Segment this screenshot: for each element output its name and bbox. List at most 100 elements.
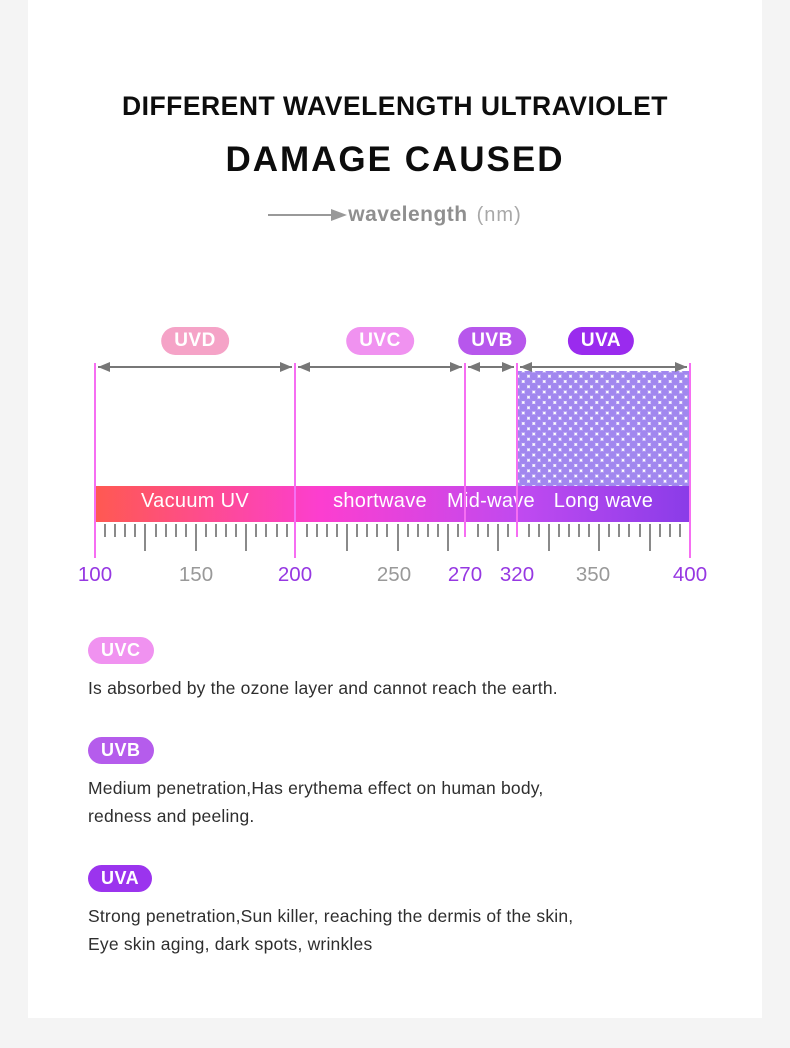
ruler-tick [487,524,490,537]
ruler-tick [366,524,369,537]
right-arrow-icon [268,209,348,221]
ruler-tick [608,524,611,537]
bar-label-shortwave: shortwave [333,490,427,512]
boundary-line-400 [689,363,691,558]
uv-section-badge-row: UVB [88,736,708,774]
ruler-tick [174,524,177,537]
uv-section-text: Medium penetration,Has erythema effect o… [88,777,544,798]
uv-badge-uvc: UVC [346,327,414,355]
scale-label-270: 270 [447,563,483,586]
uv-section-text: Is absorbed by the ozone layer and canno… [88,678,558,698]
range-arrow-200-270 [298,361,462,372]
uv-section-badge-row: UVA [88,864,708,902]
uv-descriptions: UVC Is absorbed by the ozone layer and ca… [88,637,708,993]
ruler-tick [567,524,570,537]
ruler-tick [557,524,560,537]
ruler-tick [477,524,480,537]
range-arrow-100-200 [98,361,292,372]
ruler-tick [255,524,258,537]
ruler-tick [406,524,409,537]
ruler-tick [537,524,540,537]
scale-label-320: 320 [499,563,535,586]
ruler-tick [497,524,500,551]
uv-section-badge-uvc: UVC [88,637,154,664]
wavelength-axis-caption: wavelength (nm) [0,203,790,227]
wavelength-unit: (nm) [476,203,522,226]
ruler-tick [668,524,671,537]
boundary-line-270 [464,363,466,537]
wavelength-label: wavelength [348,203,468,226]
uv-section-badge-uva: UVA [88,864,153,892]
ruler-tick [618,524,621,537]
uv-section-uvc: UVC Is absorbed by the ozone layer and ca… [88,637,708,703]
ruler-tick [245,524,248,551]
uva-dot-pattern [518,371,690,486]
ruler-tick [285,524,288,537]
scale-label-400: 400 [672,563,708,586]
uv-badge-uvb: UVB [458,327,526,355]
ruler-tick [638,524,641,537]
boundary-line-200 [294,363,296,558]
scale-label-100: 100 [77,563,113,586]
ruler-tick [134,524,137,537]
ruler-tick [114,524,117,537]
ruler-tick [265,524,268,537]
ruler-tick [648,524,651,551]
ruler-tick [204,524,207,537]
boundary-line-320 [516,363,518,537]
ruler-tick [588,524,591,537]
uv-badge-uvd: UVD [161,327,229,355]
ruler-tick [396,524,399,551]
ruler-tick [386,524,389,537]
uv-section-badge-uvb: UVB [88,736,154,764]
range-arrow-270-320 [468,361,514,372]
ruler-tick [235,524,238,537]
ruler-tick [325,524,328,537]
ruler-tick [507,524,510,537]
scale-label-250: 250 [376,563,412,586]
ruler-tick [154,524,157,537]
ruler-tick [416,524,419,537]
scale-label-150: 150 [178,563,214,586]
ruler-tick [275,524,278,537]
bar-label-vacuum-uv: Vacuum UV [141,490,249,512]
ruler-tick [104,524,107,537]
ruler-tick [305,524,308,537]
bar-label-mid-wave: Mid-wave [447,490,535,512]
uv-section-uvb: UVB Medium penetration,Has erythema effec… [88,736,708,831]
uv-section-uva: UVA Strong penetration,Sun killer, reachi… [88,864,708,959]
range-arrow-320-400 [520,361,687,372]
ruler-tick [225,524,228,537]
ruler-tick [336,524,339,537]
ruler-tick [124,524,127,537]
scale-label-350: 350 [575,563,611,586]
uv-section-text: Eye skin aging, dark spots, wrinkles [88,934,373,954]
ruler-tick [356,524,359,537]
bar-label-long-wave: Long wave [553,490,654,512]
uv-section-badge-row: UVC [88,637,708,674]
uv-section-text: Strong penetration,Sun killer, reaching … [88,905,574,926]
ruler-tick [527,524,530,537]
ruler-tick [678,524,681,537]
ruler-tick [315,524,318,537]
page-title-line2: DAMAGE CAUSED [225,140,565,179]
ruler-tick [346,524,349,551]
spectrum-bar [95,486,690,522]
ruler-tick [426,524,429,537]
ruler-tick [658,524,661,537]
ruler-tick [598,524,601,551]
page-title-line1: DIFFERENT WAVELENGTH ULTRAVIOLET [122,91,668,121]
ruler-tick [215,524,218,537]
scale-label-200: 200 [277,563,313,586]
boundary-line-100 [94,363,96,558]
uv-section-text: redness and peeling. [88,806,255,826]
ruler-tick [144,524,147,551]
ruler-tick [376,524,379,537]
uv-badge-uva: UVA [567,327,635,355]
ruler-tick [446,524,449,551]
ruler-tick [436,524,439,537]
ruler-tick [457,524,460,537]
ruler-tick [547,524,550,551]
